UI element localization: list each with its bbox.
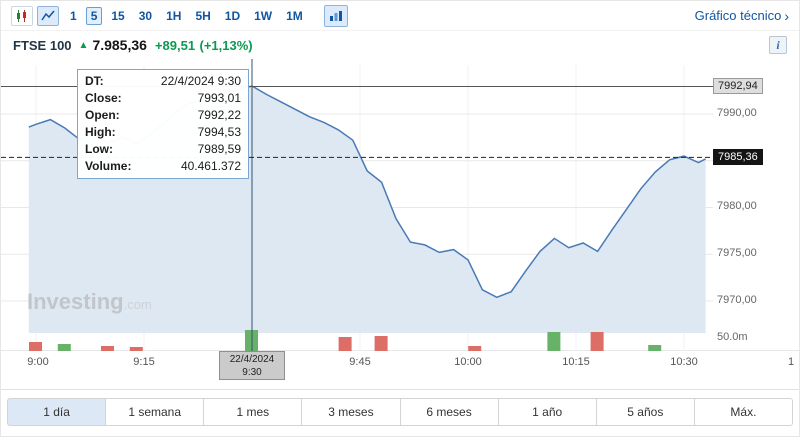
timeframe-1d[interactable]: 1D bbox=[224, 8, 241, 23]
technical-chart-label: Gráfico técnico bbox=[694, 8, 782, 23]
range-tab-5-anos[interactable]: 5 años bbox=[595, 398, 695, 426]
x-axis-label: 9:00 bbox=[27, 356, 49, 368]
range-tab-6-meses[interactable]: 6 meses bbox=[399, 398, 499, 426]
range-tabs-bar: 1 día 1 semana 1 mes 3 meses 6 meses 1 a… bbox=[1, 389, 799, 426]
chart-plot-area[interactable]: 7992,94 7990,00 7985,36 7980,00 7975,00 … bbox=[1, 59, 799, 351]
indicators-icon bbox=[329, 10, 342, 21]
instrument-name: FTSE 100 bbox=[13, 37, 72, 53]
crosshair-date-label: 22/4/2024 9:30 bbox=[219, 351, 285, 380]
x-axis-label: 1 bbox=[787, 356, 795, 368]
watermark-suffix: .com bbox=[123, 297, 152, 312]
timeframe-1m[interactable]: 1M bbox=[286, 8, 303, 23]
x-axis-label: 10:30 bbox=[670, 356, 698, 368]
investing-watermark: Investing.com bbox=[27, 289, 152, 315]
timeframe-30min[interactable]: 30 bbox=[138, 8, 153, 23]
x-axis: 9:00 9:15 9:45 10:00 10:15 10:30 1 22/4/… bbox=[1, 351, 799, 389]
y-axis-label: 7990,00 bbox=[717, 107, 757, 119]
watermark-text: Investing bbox=[27, 289, 124, 314]
tooltip-label: High: bbox=[85, 125, 116, 139]
chart-toolbar: 1 5 15 30 1H 5H 1D 1W 1M Gráfico técnico… bbox=[1, 1, 799, 31]
crosshair-price-label: 7992,94 bbox=[713, 78, 763, 94]
timeframe-5min[interactable]: 5 bbox=[85, 6, 103, 25]
timeframe-1min[interactable]: 1 bbox=[70, 8, 77, 23]
crosshair-time: 9:30 bbox=[242, 367, 262, 378]
x-axis-label: 10:00 bbox=[454, 356, 482, 368]
tooltip-value: 7994,53 bbox=[197, 125, 241, 139]
info-button[interactable]: i bbox=[769, 36, 787, 54]
timeframe-1h[interactable]: 1H bbox=[166, 8, 182, 23]
line-chart-button[interactable] bbox=[37, 5, 59, 26]
range-tab-1-ano[interactable]: 1 año bbox=[497, 398, 597, 426]
candlestick-icon bbox=[17, 9, 26, 22]
indicators-button[interactable] bbox=[323, 4, 348, 27]
x-axis-label: 10:15 bbox=[562, 356, 590, 368]
timeframe-15min[interactable]: 15 bbox=[111, 8, 125, 23]
tooltip-value: 40.461.372 bbox=[180, 159, 241, 173]
range-tab-3-meses[interactable]: 3 meses bbox=[301, 398, 401, 426]
y-axis-label: 7975,00 bbox=[717, 247, 757, 259]
range-tab-max[interactable]: Máx. bbox=[693, 398, 793, 426]
timeframe-1w[interactable]: 1W bbox=[254, 8, 273, 23]
price-change: +89,51 bbox=[154, 37, 196, 53]
range-tab-1-semana[interactable]: 1 semana bbox=[105, 398, 205, 426]
tooltip-label: Open: bbox=[85, 108, 120, 122]
tooltip-value: 7992,22 bbox=[197, 108, 241, 122]
tooltip-label: Volume: bbox=[85, 159, 132, 173]
technical-chart-link[interactable]: Gráfico técnico › bbox=[695, 8, 789, 24]
y-axis-label: 7980,00 bbox=[717, 200, 757, 212]
timeframe-5h[interactable]: 5H bbox=[195, 8, 211, 23]
volume-axis-label: 50.0m bbox=[717, 331, 748, 343]
tooltip-label: Close: bbox=[85, 91, 122, 105]
tooltip-label: DT: bbox=[85, 74, 104, 88]
tooltip-label: Low: bbox=[85, 142, 113, 156]
line-chart-icon bbox=[41, 10, 55, 20]
info-icon: i bbox=[776, 37, 780, 52]
x-axis-label: 9:15 bbox=[133, 356, 155, 368]
chevron-right-icon: › bbox=[784, 7, 789, 24]
tooltip-value: 7993,01 bbox=[197, 91, 241, 105]
x-axis-label: 9:45 bbox=[349, 356, 371, 368]
tooltip-value: 22/4/2024 9:30 bbox=[160, 74, 241, 88]
tooltip-value: 7989,59 bbox=[197, 142, 241, 156]
price-change-percent: (+1,13%) bbox=[199, 37, 253, 53]
range-tab-1-dia[interactable]: 1 día bbox=[7, 398, 107, 426]
arrow-up-icon: ▲ bbox=[78, 39, 89, 51]
last-price-axis-label: 7985,36 bbox=[713, 149, 763, 165]
ohlc-tooltip: DT: 22/4/2024 9:30 Close: 7993,01 Open: 799… bbox=[77, 69, 249, 179]
y-axis-label: 7970,00 bbox=[717, 294, 757, 306]
instrument-header: FTSE 100 ▲ 7.985,36 +89,51 (+1,13%) i bbox=[1, 31, 799, 59]
candlestick-chart-button[interactable] bbox=[11, 5, 33, 26]
crosshair-date: 22/4/2024 bbox=[229, 354, 275, 365]
range-tab-1-mes[interactable]: 1 mes bbox=[203, 398, 303, 426]
last-price: 7.985,36 bbox=[92, 37, 147, 53]
